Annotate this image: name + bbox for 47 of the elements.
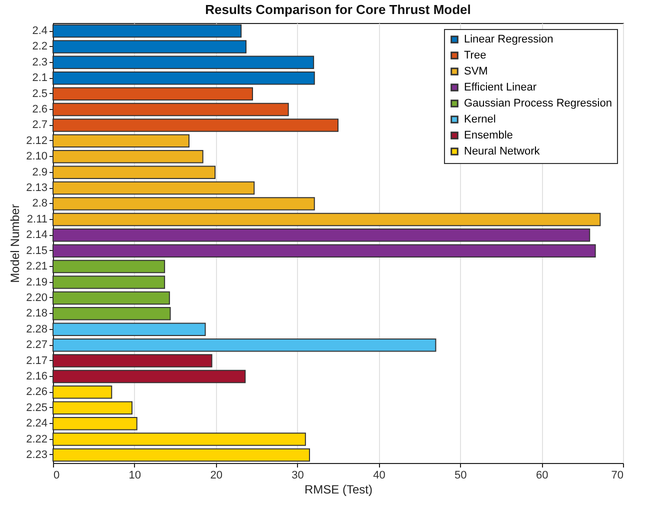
y-tick-label: 2.7 — [32, 119, 48, 132]
legend-label: Kernel — [464, 114, 496, 126]
x-tick-label: 20 — [210, 470, 222, 482]
x-tick-label: 10 — [128, 470, 142, 482]
y-tick-label: 2.26 — [26, 386, 48, 398]
y-tick-label: 2.21 — [26, 260, 48, 273]
y-tick-label: 2.17 — [26, 354, 48, 367]
y-tick-label: 2.18 — [26, 308, 48, 320]
y-tick-label: 2.2 — [32, 40, 48, 53]
x-tick-label: 70 — [611, 470, 624, 482]
y-tick-label: 2.6 — [32, 104, 48, 116]
x-tick-label: 0 — [54, 470, 60, 482]
legend-label: SVM — [464, 66, 488, 78]
x-axis-title: RMSE (Test) — [304, 482, 373, 496]
y-tick-label: 2.13 — [26, 182, 48, 194]
y-tick-label: 2.4 — [32, 25, 48, 38]
y-tick-label: 2.22 — [26, 433, 48, 446]
legend-label: Tree — [464, 50, 486, 62]
y-tick-label: 2.11 — [26, 213, 48, 226]
legend-label: Efficient Linear — [464, 82, 537, 94]
y-axis-title: Model Number — [8, 204, 22, 283]
y-tick-label: 2.24 — [26, 418, 48, 430]
x-tick-label: 40 — [373, 470, 386, 482]
y-tick-label: 2.20 — [26, 292, 48, 304]
y-tick-label: 2.27 — [26, 339, 48, 352]
y-tick-label: 2.28 — [26, 323, 48, 336]
chart-title: Results Comparison for Core Thrust Model — [205, 2, 471, 17]
y-tick-label: 2.19 — [26, 276, 48, 288]
y-tick-label: 2.15 — [26, 244, 48, 257]
y-tick-label: 2.8 — [32, 198, 48, 210]
x-tick-label: 30 — [292, 470, 304, 482]
y-tick-label: 2.23 — [26, 448, 48, 461]
legend-label: Neural Network — [464, 146, 540, 158]
y-tick-label: 2.5 — [32, 88, 48, 100]
y-tick-label: 2.25 — [26, 402, 48, 414]
x-tick-label: 50 — [454, 470, 467, 482]
y-tick-label: 2.12 — [26, 134, 48, 147]
legend-label: Gaussian Process Regression — [464, 98, 612, 110]
legend-label: Linear Regression — [464, 34, 554, 46]
y-tick-label: 2.9 — [32, 166, 48, 178]
y-tick-label: 2.10 — [26, 150, 48, 163]
y-tick-label: 2.16 — [26, 370, 48, 382]
x-tick-label: 60 — [536, 470, 548, 482]
legend-label: Ensemble — [464, 130, 513, 142]
y-tick-label: 2.14 — [26, 229, 48, 242]
y-tick-label: 2.3 — [32, 56, 48, 68]
y-tick-label: 2.1 — [32, 72, 48, 84]
